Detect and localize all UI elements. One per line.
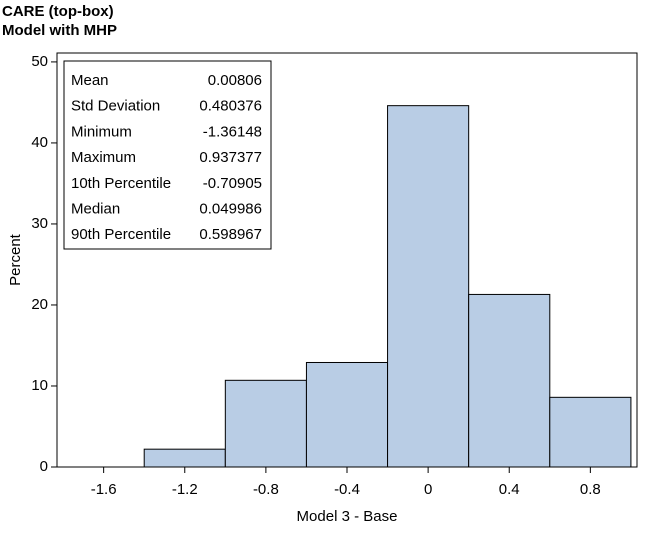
stat-value: -1.36148 [203,123,262,140]
bar [549,396,632,468]
stat-value: 0.480376 [199,98,262,115]
stat-value: 0.937377 [199,149,262,166]
x-tick-label: 0.4 [499,481,520,498]
stat-label: 90th Percentile [71,226,171,243]
bar [387,105,470,468]
chart-title: CARE (top-box) [2,3,114,20]
stats-box [63,60,272,250]
chart-subtitle: Model with MHP [2,22,117,39]
stat-label: Std Deviation [71,98,160,115]
x-axis-label: Model 3 - Base [297,508,398,525]
bar [305,361,389,468]
stat-value: 0.049986 [199,200,262,217]
stat-label: Median [71,200,120,217]
y-tick-label: 30 [31,215,48,232]
stat-label: 10th Percentile [71,175,171,192]
x-tick-label: -1.2 [172,481,198,498]
y-tick-label: 20 [31,296,48,313]
x-tick-label: -1.6 [91,481,117,498]
x-tick-label: -0.8 [253,481,279,498]
stat-value: -0.70905 [203,175,262,192]
stat-label: Minimum [71,123,132,140]
bar [468,293,551,468]
y-tick-label: 40 [31,134,48,151]
x-tick-label: 0.8 [580,481,601,498]
stat-value: 0.00806 [208,72,262,89]
x-tick-label: 0 [424,481,432,498]
x-tick-label: -0.4 [334,481,360,498]
stat-value: 0.598967 [199,226,262,243]
y-tick-label: 0 [40,458,48,475]
stat-label: Maximum [71,149,136,166]
y-axis-label: Percent [7,233,24,286]
bar [224,379,307,468]
y-tick-label: 50 [31,53,48,70]
y-tick-label: 10 [31,377,48,394]
bar [143,448,226,468]
stat-label: Mean [71,72,109,89]
